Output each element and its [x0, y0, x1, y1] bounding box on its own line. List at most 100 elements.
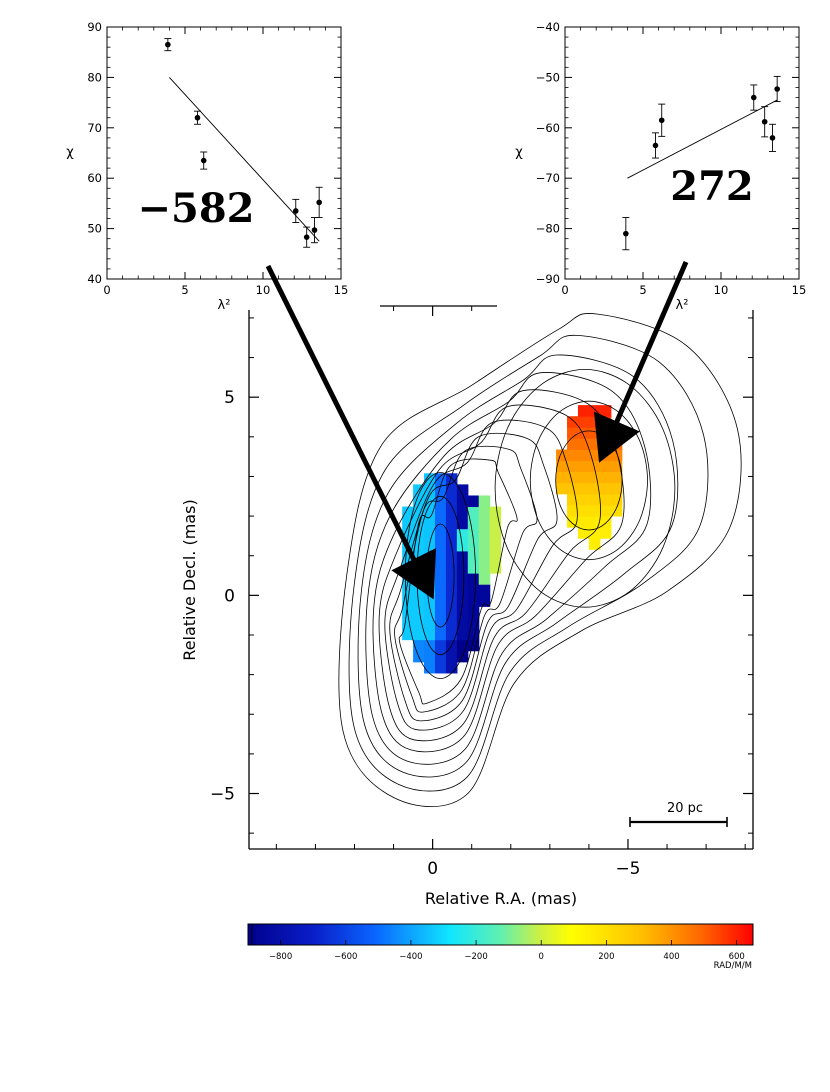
rm-pixel [588, 482, 601, 495]
rm-pixel [424, 517, 436, 530]
rm-pixel [445, 473, 458, 485]
rm-pixel [610, 504, 623, 517]
rm-pixel [424, 661, 436, 674]
rm-pixel [567, 427, 579, 439]
inset-right-point [652, 142, 659, 149]
inset-left-point [165, 41, 171, 48]
rm-pixel [445, 517, 458, 530]
contour-knot-1 [529, 400, 648, 561]
rm-pixel [424, 528, 436, 541]
rm-pixel [577, 504, 590, 517]
rm-pixel [434, 617, 447, 630]
inset-left-xtick-label: 0 [103, 283, 110, 297]
inset-left-ytick-label: 80 [87, 70, 102, 84]
rm-pixel [434, 606, 447, 618]
rm-pixel [599, 482, 612, 495]
rm-pixel [445, 628, 458, 641]
inset-right-fit-line [627, 99, 778, 179]
rm-pixel [588, 504, 601, 517]
rm-pixel [577, 516, 590, 528]
colorbar-tick-label: 200 [598, 952, 614, 962]
rm-pixel [588, 438, 601, 450]
rm-pixel [478, 550, 491, 563]
rm-pixel [424, 595, 436, 607]
rm-pixel [556, 482, 568, 495]
contour-core-level-2 [357, 354, 679, 778]
rm-pixel [445, 661, 458, 674]
colorbar-tick-label: 600 [729, 952, 745, 962]
rm-pixel [577, 460, 590, 473]
rm-annotation-left: −582 [137, 185, 254, 232]
rm-pixel [456, 495, 469, 508]
inset-plot-right: 0 5 10 15 −90 −80 −70 −60 −50 −40 λ² χ 272 [515, 20, 806, 313]
rm-pixel [467, 584, 480, 596]
rm-pixel [445, 617, 458, 630]
contour-core-level-9 [398, 458, 518, 705]
rm-pixel [599, 460, 612, 473]
rm-pixel [599, 516, 612, 528]
inset-right-ytick-label: −40 [536, 20, 560, 34]
inset-right-ytick-label: −70 [536, 171, 560, 185]
rm-pixel [577, 416, 590, 428]
rm-pixel [489, 528, 502, 541]
inset-right-point [658, 117, 665, 124]
rm-pixel [456, 639, 469, 652]
rm-pixel [445, 573, 458, 585]
map-ytick-label: −5 [210, 785, 235, 805]
rm-pixel [424, 562, 436, 574]
rm-pixel [588, 460, 601, 473]
inset-right-xtick-label: 10 [714, 283, 729, 297]
rm-pixel [445, 506, 458, 519]
rm-pixel [567, 471, 579, 484]
rm-map: 0 −5 −5 0 5 20 pc Relative R.A. (mas) Relati… [180, 305, 754, 908]
rm-pixel [577, 482, 590, 495]
rm-pixel [467, 550, 480, 563]
inset-left-ylabel: χ [66, 145, 74, 160]
rm-pixel [413, 617, 425, 630]
inset-left-xtick-label: 15 [334, 283, 349, 297]
rm-pixel [456, 528, 469, 541]
rm-pixel [478, 584, 491, 596]
rm-pixel [413, 528, 425, 541]
rm-pixel [478, 495, 491, 508]
rm-pixel [424, 484, 436, 496]
inset-right-xtick-label: 5 [639, 283, 646, 297]
rm-pixel [599, 527, 612, 539]
contour-core-level-8 [394, 445, 538, 713]
inset-plot-left: 0 5 10 15 40 50 60 70 80 90 λ² χ −582 [66, 20, 348, 313]
rm-pixel [577, 438, 590, 450]
rm-pixel [434, 584, 447, 596]
rm-pixel [434, 484, 447, 496]
map-xtick-label: −5 [615, 859, 640, 879]
rm-pixel [434, 506, 447, 519]
rm-pixel [588, 527, 601, 539]
rm-pixel [588, 538, 601, 550]
rm-pixel [413, 628, 425, 641]
inset-left-fit-segment [169, 77, 320, 242]
rm-pixel [489, 539, 502, 552]
rm-pixel [413, 606, 425, 618]
rm-pixel [456, 650, 469, 663]
rm-pixel [456, 617, 469, 630]
rm-pixel [588, 471, 601, 484]
inset-right-ticks: 0 5 10 15 −90 −80 −70 −60 −50 −40 [536, 20, 807, 297]
rm-pixel [413, 506, 425, 519]
inset-right-ytick-label: −50 [536, 70, 560, 84]
rm-pixel [567, 449, 579, 462]
rm-pixel [467, 617, 480, 630]
rm-pixel [467, 595, 480, 607]
inset-left-ytick-label: 50 [87, 222, 102, 236]
rm-pixel [424, 473, 436, 485]
rm-pixels [402, 405, 623, 674]
rm-pixel [567, 504, 579, 517]
rm-pixel [434, 562, 447, 574]
rm-pixel [567, 516, 579, 528]
contour-core-inner-0 [404, 472, 477, 680]
rm-pixel [434, 639, 447, 652]
rm-pixel [588, 516, 601, 528]
rm-pixel [456, 506, 469, 519]
inset-right-ytick-label: −60 [536, 121, 560, 135]
rm-pixel [567, 438, 579, 450]
inset-right-ytick-label: −90 [536, 272, 560, 286]
